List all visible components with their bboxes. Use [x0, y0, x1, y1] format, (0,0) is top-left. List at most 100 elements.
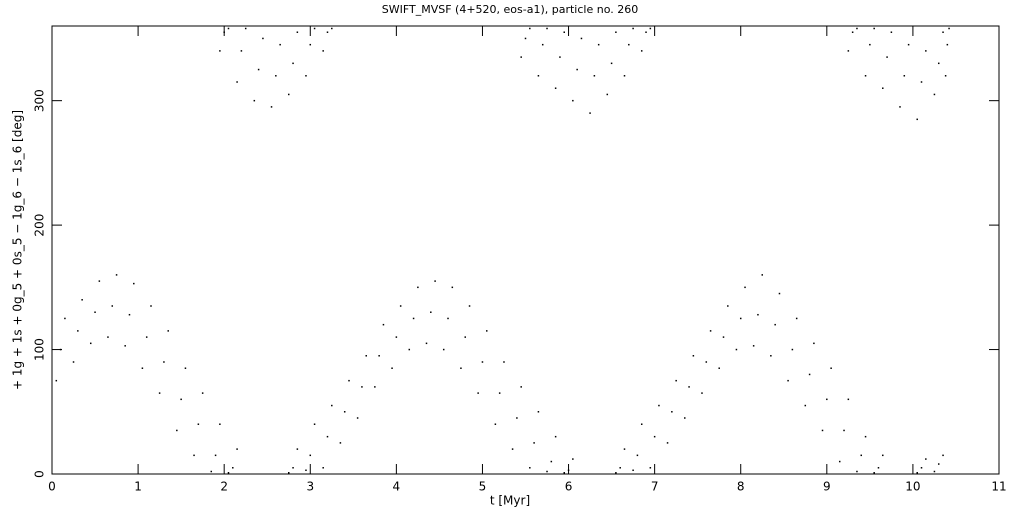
point: [882, 454, 884, 457]
point: [326, 435, 329, 438]
point: [619, 467, 621, 469]
point: [920, 81, 923, 83]
point: [296, 31, 299, 33]
point: [343, 411, 346, 413]
point: [244, 27, 247, 30]
point: [520, 56, 522, 58]
point: [253, 99, 256, 102]
point: [430, 311, 432, 313]
point: [873, 27, 875, 30]
y-tick-label: 100: [33, 338, 47, 361]
point: [899, 106, 901, 108]
point: [739, 317, 742, 320]
point: [382, 323, 385, 326]
point: [946, 43, 949, 46]
point: [111, 305, 114, 307]
point: [722, 336, 725, 338]
point: [856, 470, 858, 473]
point: [425, 342, 428, 345]
point: [326, 31, 329, 33]
point: [804, 404, 807, 407]
point: [529, 467, 531, 469]
point: [877, 467, 880, 469]
point: [292, 467, 294, 469]
point: [477, 392, 479, 394]
point: [533, 442, 535, 444]
point: [141, 367, 144, 369]
point: [942, 454, 944, 457]
point: [821, 429, 824, 432]
point: [787, 379, 789, 382]
point: [937, 463, 940, 465]
point: [180, 398, 182, 401]
point: [176, 429, 178, 432]
x-tick-label: 1: [134, 480, 142, 494]
x-tick-label: 0: [48, 480, 56, 494]
point: [948, 27, 950, 30]
point: [408, 348, 411, 351]
chart-title: SWIFT_MVSF (4+520, eos-a1), particle no.…: [382, 3, 638, 16]
point: [524, 37, 527, 40]
point: [675, 379, 677, 382]
point: [236, 81, 238, 83]
point: [546, 27, 548, 30]
point: [864, 435, 867, 438]
x-tick-label: 7: [651, 480, 659, 494]
point: [339, 442, 342, 444]
point: [550, 460, 553, 463]
point: [529, 27, 531, 30]
x-tick-label: 5: [479, 480, 487, 494]
point: [214, 454, 217, 457]
point: [374, 386, 376, 388]
point: [240, 50, 243, 52]
point: [275, 75, 277, 77]
point: [468, 305, 471, 307]
x-tick-label: 11: [991, 480, 1006, 494]
point: [903, 75, 906, 77]
point: [649, 27, 652, 30]
point: [925, 458, 927, 460]
point: [567, 469, 570, 472]
point: [434, 280, 436, 282]
point: [236, 448, 238, 450]
y-tick-label: 300: [33, 89, 47, 112]
x-tick-label: 3: [306, 480, 314, 494]
point: [873, 472, 875, 474]
point: [856, 27, 858, 30]
point: [72, 361, 75, 363]
point: [778, 292, 781, 295]
point: [671, 411, 673, 413]
point: [313, 27, 316, 30]
point: [937, 62, 940, 65]
point: [933, 93, 936, 96]
x-tick-label: 9: [823, 480, 831, 494]
point: [498, 392, 501, 394]
point: [257, 68, 260, 71]
point: [361, 386, 363, 388]
point: [847, 398, 850, 401]
point: [193, 454, 195, 457]
point: [520, 386, 522, 388]
point: [115, 274, 118, 276]
point: [757, 313, 759, 316]
point: [576, 68, 578, 71]
point: [640, 50, 643, 52]
point: [292, 62, 294, 65]
point: [296, 448, 299, 450]
point: [628, 43, 630, 46]
point: [813, 342, 815, 345]
point: [279, 43, 281, 46]
point: [227, 27, 230, 30]
point: [718, 367, 720, 369]
point: [615, 472, 617, 474]
point: [838, 460, 841, 463]
point: [546, 470, 548, 473]
point: [774, 323, 776, 326]
point: [511, 448, 514, 450]
point: [331, 27, 333, 30]
point: [615, 31, 617, 33]
point: [201, 392, 204, 394]
point: [124, 345, 126, 347]
point: [442, 348, 445, 351]
